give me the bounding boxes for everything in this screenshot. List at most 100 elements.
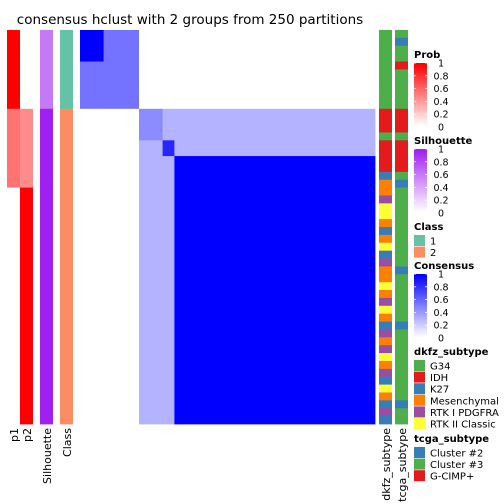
legend-item-label: RTK II Classic xyxy=(430,420,496,431)
legend-color-step xyxy=(414,163,427,166)
legend-color-step xyxy=(414,280,427,283)
legend-color-step xyxy=(414,166,427,169)
legend-color-step xyxy=(414,203,427,206)
legend-color-step xyxy=(414,274,427,277)
legend-color-step xyxy=(414,112,427,115)
tcga-subtype-cell xyxy=(395,187,408,267)
legend-tick-label: 0.4 xyxy=(433,183,448,194)
legend-color-step xyxy=(414,328,427,331)
legend-color-step xyxy=(414,179,427,182)
dkfz-subtype-cell xyxy=(379,345,392,354)
legend-tick-label: 0.8 xyxy=(433,71,448,82)
legend-color-step xyxy=(414,205,427,208)
legend-color-step xyxy=(414,181,427,184)
tcga-subtype-cell xyxy=(395,37,408,47)
legend-swatch xyxy=(414,418,425,429)
dkfz-subtype-cell xyxy=(379,313,392,322)
legend-color-step xyxy=(414,120,427,123)
dkfz-subtype-cell xyxy=(379,132,392,141)
dkfz-subtype-cell xyxy=(379,321,392,330)
legend-tick-label: 0.4 xyxy=(433,308,448,319)
legend-color-step xyxy=(414,122,427,125)
dkfz-subtype-cell xyxy=(379,282,392,291)
legend-color-step xyxy=(414,74,427,77)
dkfz-subtype-cell xyxy=(379,227,392,236)
legend-tick-label: 0.8 xyxy=(433,282,448,293)
legend-title: tcga_subtype xyxy=(414,434,489,445)
legend-color-step xyxy=(414,185,427,188)
legend-color-step xyxy=(414,153,427,156)
legend-tick-label: 1 xyxy=(438,59,444,70)
legend-color-step xyxy=(414,211,427,214)
legend-color-step xyxy=(414,309,427,312)
consensus-block-cell xyxy=(139,61,163,110)
legend-swatch xyxy=(414,371,425,383)
consensus-block-cell xyxy=(162,140,175,157)
dkfz-subtype-cell xyxy=(379,30,392,110)
legend-color-step xyxy=(414,206,427,209)
consensus-block-cell xyxy=(103,156,140,425)
consensus-block-cell xyxy=(80,140,104,157)
tcga-subtype-cell xyxy=(395,179,408,188)
legend-area: Prob10.80.60.40.20Silhouette10.80.60.40.… xyxy=(414,50,499,483)
legend-color-step xyxy=(414,278,427,281)
legend-color-step xyxy=(414,315,427,318)
consensus-block-cell xyxy=(162,30,175,62)
consensus-block-cell xyxy=(103,108,140,141)
dkfz-subtype-cell xyxy=(379,337,392,346)
legend-color-step xyxy=(414,158,427,161)
legend-tick-label: 0.6 xyxy=(433,170,448,181)
legend-color-step xyxy=(414,282,427,285)
legend-color-step xyxy=(414,117,427,120)
legend-color-step xyxy=(414,111,427,114)
legend-item-label: G-CIMP+ xyxy=(430,472,474,483)
legend-color-step xyxy=(414,107,427,110)
consensus-block-cell xyxy=(80,30,104,62)
consensus-block-cell xyxy=(162,156,175,425)
legend-color-step xyxy=(414,314,427,317)
dkfz-subtype-cell xyxy=(379,360,392,370)
dkfz-subtype-cell xyxy=(379,353,392,362)
dkfz-subtype-cell xyxy=(379,258,392,267)
chart-title: consensus hclust with 2 groups from 250 … xyxy=(17,12,363,28)
side-annotation-label: dkfz_subtype xyxy=(380,428,393,501)
legend-color-step xyxy=(414,275,427,278)
legend-color-step xyxy=(414,325,427,328)
legend-color-step xyxy=(414,93,427,96)
legend-color-step xyxy=(414,197,427,200)
legend-color-step xyxy=(414,173,427,176)
legend-color-step xyxy=(414,71,427,74)
dkfz-subtype-cell xyxy=(379,297,392,307)
dkfz-subtype-cell xyxy=(379,392,392,401)
consensus-block-cell xyxy=(80,61,104,110)
legend-tick-label: 0 xyxy=(438,334,444,345)
tcga-subtype-cell xyxy=(395,400,408,409)
legend-color-step xyxy=(414,160,427,163)
legend-color-step xyxy=(414,125,427,128)
tcga-subtype-cell xyxy=(395,408,408,425)
legend-color-step xyxy=(414,67,427,70)
legend-color-step xyxy=(414,150,427,153)
tcga-subtype-cell xyxy=(395,30,408,39)
legend-color-step xyxy=(414,106,427,109)
legend-color-step xyxy=(414,336,427,339)
legend-color-step xyxy=(414,169,427,172)
legend-item-label: IDH xyxy=(430,373,448,384)
dkfz-subtype-cell xyxy=(379,408,392,417)
legend-color-step xyxy=(414,299,427,302)
legend-color-step xyxy=(414,72,427,75)
legend-color-step xyxy=(414,161,427,164)
legend-color-step xyxy=(414,190,427,193)
legend-color-step xyxy=(414,201,427,204)
legend-tick-label: 0.4 xyxy=(433,97,448,108)
legend-color-step xyxy=(414,184,427,187)
legend-title: Consensus xyxy=(414,261,474,272)
legend-swatch xyxy=(414,383,425,395)
consensus-block-cell xyxy=(80,156,104,425)
legend-color-step xyxy=(414,79,427,82)
legend-color-step xyxy=(414,82,427,85)
consensus-block-cell xyxy=(80,108,104,141)
legend-tick-label: 0.2 xyxy=(433,321,448,332)
dkfz-subtype-cell xyxy=(379,376,392,385)
